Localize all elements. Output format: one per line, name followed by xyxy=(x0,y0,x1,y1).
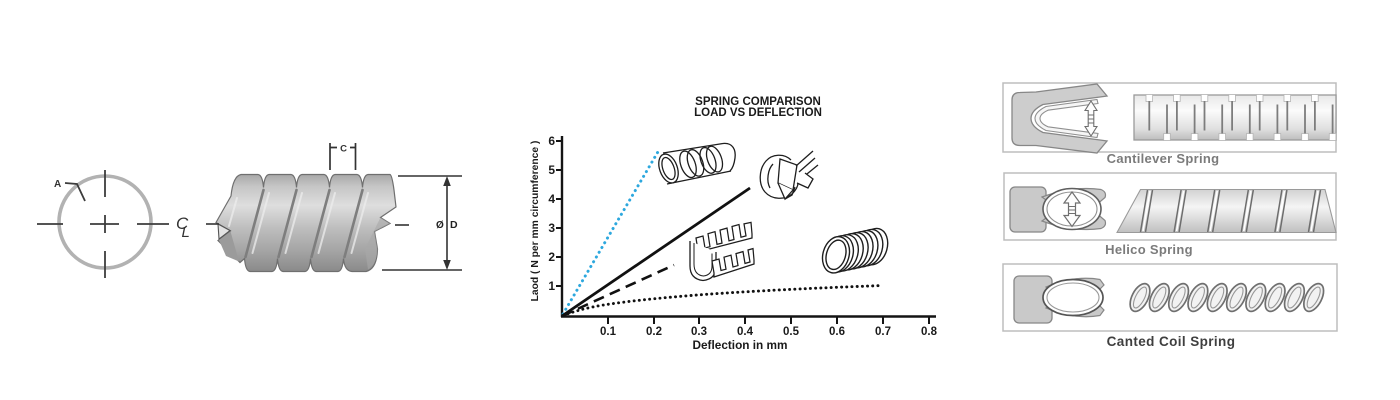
svg-text:Deflection in mm: Deflection in mm xyxy=(692,338,787,352)
svg-text:5: 5 xyxy=(548,163,555,177)
svg-text:6: 6 xyxy=(548,134,555,148)
svg-text:0.7: 0.7 xyxy=(875,326,891,338)
svg-text:D: D xyxy=(450,219,458,231)
svg-text:Cantilever Spring: Cantilever Spring xyxy=(1107,151,1220,166)
svg-text:LOAD VS DEFLECTION: LOAD VS DEFLECTION xyxy=(694,107,822,119)
svg-text:2: 2 xyxy=(548,250,555,264)
svg-text:0.5: 0.5 xyxy=(783,326,800,338)
svg-text:0.8: 0.8 xyxy=(921,326,938,338)
svg-text:SPRING COMPARISON: SPRING COMPARISON xyxy=(695,96,821,108)
svg-text:0.6: 0.6 xyxy=(829,326,845,338)
svg-text:0.3: 0.3 xyxy=(691,326,707,338)
svg-text:1: 1 xyxy=(548,279,555,293)
svg-text:Laod ( N per mm circumference: Laod ( N per mm circumference ) xyxy=(530,141,541,302)
svg-text:L: L xyxy=(182,224,190,241)
svg-text:Ø: Ø xyxy=(436,220,444,231)
svg-text:3: 3 xyxy=(548,221,555,235)
svg-text:Helico Spring: Helico Spring xyxy=(1105,242,1193,257)
svg-text:C: C xyxy=(176,214,189,233)
svg-text:Canted Coil Spring: Canted Coil Spring xyxy=(1107,334,1236,349)
svg-text:0.1: 0.1 xyxy=(600,326,617,338)
svg-text:4: 4 xyxy=(548,192,555,206)
svg-text:0.4: 0.4 xyxy=(737,326,754,338)
svg-text:0.2: 0.2 xyxy=(646,326,662,338)
svg-text:A: A xyxy=(54,179,61,190)
svg-text:C: C xyxy=(340,144,347,155)
